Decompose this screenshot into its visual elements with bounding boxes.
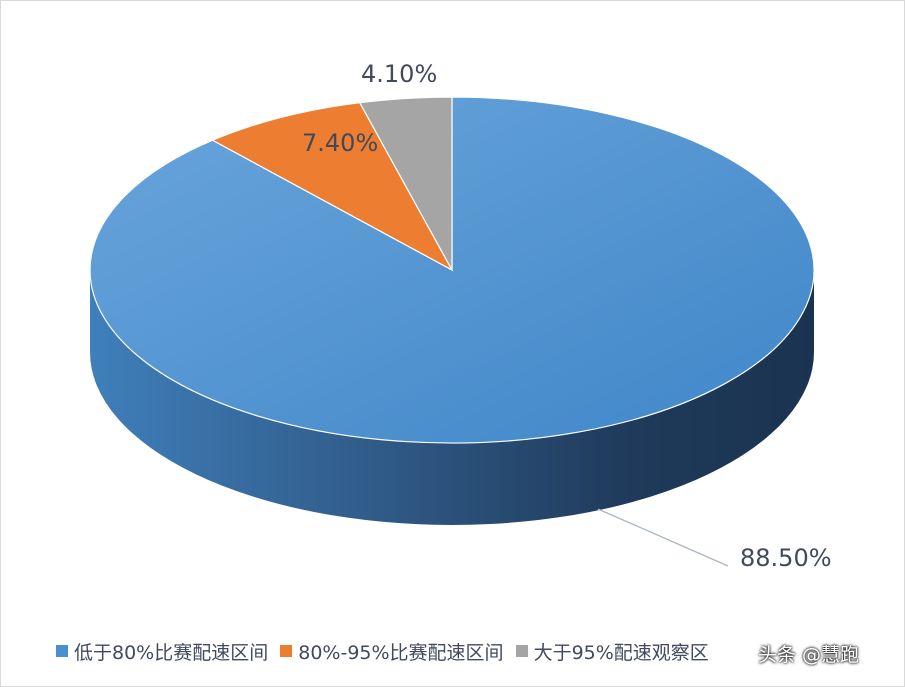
pie-top-faces [89, 96, 815, 444]
legend-label-slice-1: 低于80%比赛配速区间 [74, 641, 269, 664]
leader-line [597, 508, 729, 567]
legend: 低于80%比赛配速区间 80%-95%比赛配速区间 大于95%配速观察区 [56, 638, 721, 664]
data-label-slice-1: 88.50% [740, 544, 832, 572]
legend-item-slice-1: 低于80%比赛配速区间 [56, 638, 268, 665]
legend-item-slice-3: 大于95%配速观察区 [515, 638, 709, 665]
pie-slice-2 [211, 102, 454, 272]
data-label-slice-2: 7.40% [302, 129, 378, 157]
legend-swatch-slice-1 [56, 645, 68, 657]
pie-side-walls [90, 270, 814, 525]
legend-label-slice-2: 80%-95%比赛配速区间 [298, 641, 504, 664]
legend-label-slice-3: 大于95%配速观察区 [533, 641, 709, 664]
legend-swatch-slice-2 [280, 645, 293, 657]
watermark: 头条 @慧跑 [758, 644, 860, 666]
legend-item-slice-2: 80%-95%比赛配速区间 [280, 638, 504, 665]
legend-swatch-slice-3 [515, 645, 528, 657]
pie-side-wall [90, 270, 814, 525]
pie-slice-3 [358, 96, 453, 271]
data-label-slice-3: 4.10% [361, 60, 437, 88]
